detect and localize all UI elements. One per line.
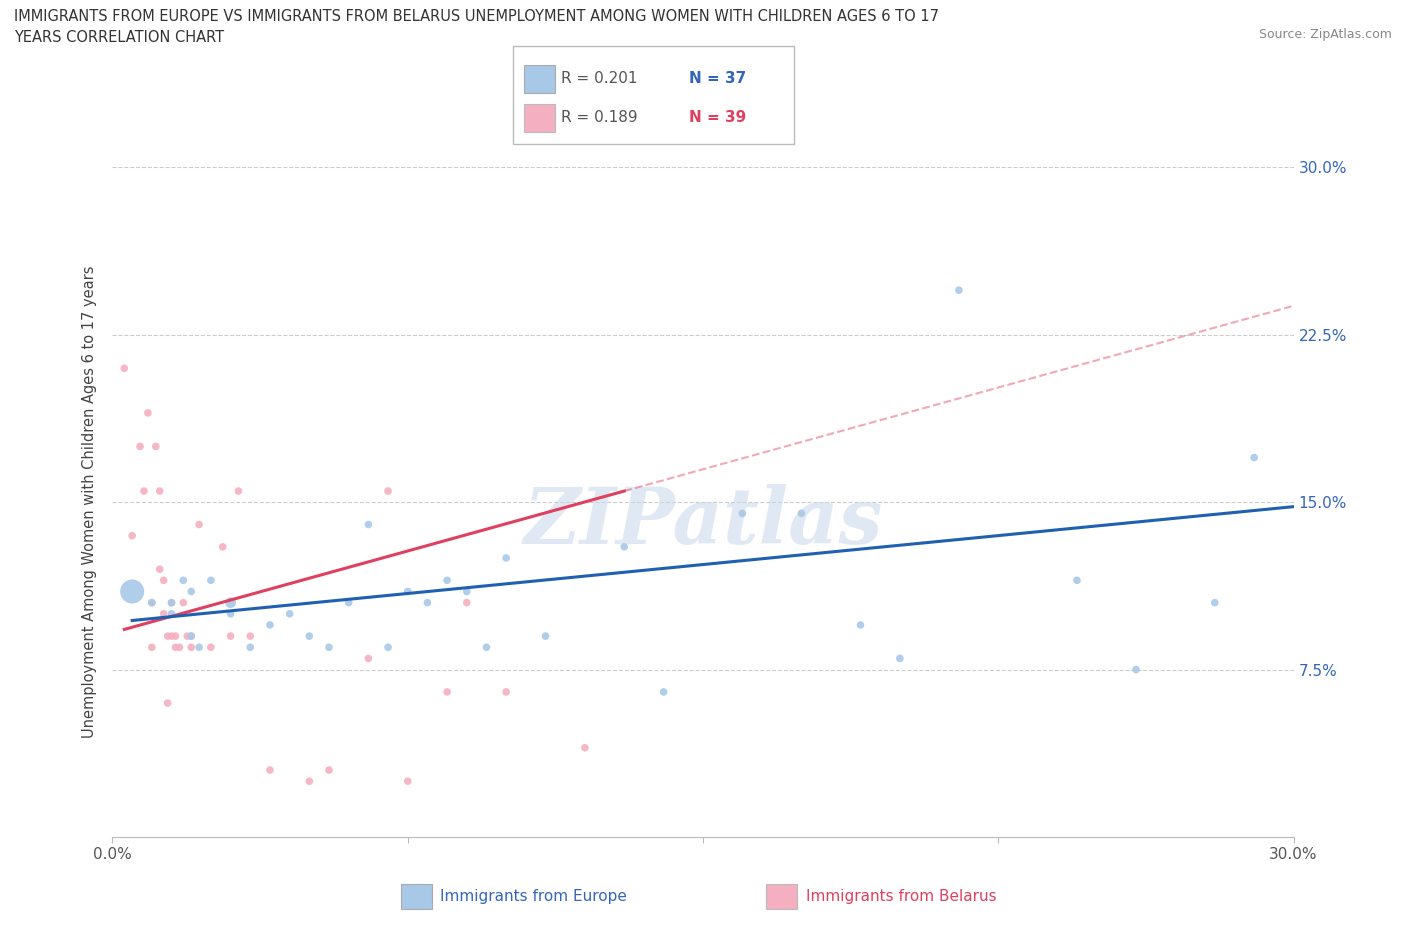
Text: R = 0.201: R = 0.201 — [561, 72, 652, 86]
Point — [136, 405, 159, 420]
Point — [160, 595, 183, 610]
Point — [141, 595, 163, 610]
Point — [1066, 573, 1088, 588]
Point — [475, 640, 498, 655]
Point — [298, 774, 321, 789]
Point — [1125, 662, 1147, 677]
Point — [141, 595, 163, 610]
Point — [156, 629, 179, 644]
Text: N = 39: N = 39 — [689, 111, 747, 126]
Point — [396, 584, 419, 599]
Point — [160, 629, 183, 644]
Point — [790, 506, 813, 521]
Point — [149, 484, 172, 498]
Point — [112, 361, 135, 376]
Point — [176, 629, 198, 644]
Point — [121, 584, 143, 599]
Point — [495, 684, 517, 699]
Point — [200, 640, 222, 655]
Text: ZIPatlas: ZIPatlas — [523, 484, 883, 561]
Point — [259, 618, 281, 632]
Y-axis label: Unemployment Among Women with Children Ages 6 to 17 years: Unemployment Among Women with Children A… — [82, 266, 97, 738]
Point — [180, 640, 202, 655]
Point — [172, 573, 194, 588]
Point — [211, 539, 233, 554]
Point — [172, 595, 194, 610]
Point — [160, 606, 183, 621]
Point — [357, 517, 380, 532]
Point — [416, 595, 439, 610]
Point — [152, 573, 174, 588]
Point — [396, 774, 419, 789]
Point — [436, 573, 458, 588]
Point — [239, 629, 262, 644]
Point — [165, 640, 187, 655]
Point — [141, 640, 163, 655]
Point — [948, 283, 970, 298]
Point — [149, 562, 172, 577]
Point — [1243, 450, 1265, 465]
Point — [1204, 595, 1226, 610]
Point — [188, 640, 211, 655]
Point — [219, 629, 242, 644]
Text: Immigrants from Belarus: Immigrants from Belarus — [806, 889, 997, 904]
Point — [180, 629, 202, 644]
Point — [318, 640, 340, 655]
Point — [180, 629, 202, 644]
Point — [357, 651, 380, 666]
Point — [259, 763, 281, 777]
Point — [219, 595, 242, 610]
Point — [731, 506, 754, 521]
Point — [152, 606, 174, 621]
Point — [129, 439, 152, 454]
Point — [188, 517, 211, 532]
Text: R = 0.189: R = 0.189 — [561, 111, 652, 126]
Text: Immigrants from Europe: Immigrants from Europe — [440, 889, 627, 904]
Point — [534, 629, 557, 644]
Point — [145, 439, 167, 454]
Point — [200, 573, 222, 588]
Point — [889, 651, 911, 666]
Point — [156, 696, 179, 711]
Point — [180, 584, 202, 599]
Point — [613, 539, 636, 554]
Point — [219, 606, 242, 621]
Text: IMMIGRANTS FROM EUROPE VS IMMIGRANTS FROM BELARUS UNEMPLOYMENT AMONG WOMEN WITH : IMMIGRANTS FROM EUROPE VS IMMIGRANTS FRO… — [14, 9, 939, 46]
Point — [849, 618, 872, 632]
Text: N = 37: N = 37 — [689, 72, 747, 86]
Point — [436, 684, 458, 699]
Point — [574, 740, 596, 755]
Point — [318, 763, 340, 777]
Point — [377, 484, 399, 498]
Point — [652, 684, 675, 699]
Point — [228, 484, 250, 498]
Point — [121, 528, 143, 543]
Point — [337, 595, 360, 610]
Point — [298, 629, 321, 644]
Point — [165, 629, 187, 644]
Point — [456, 595, 478, 610]
Text: Source: ZipAtlas.com: Source: ZipAtlas.com — [1258, 28, 1392, 41]
Point — [495, 551, 517, 565]
Point — [132, 484, 155, 498]
Point — [160, 595, 183, 610]
Point — [239, 640, 262, 655]
Point — [169, 640, 191, 655]
Point — [377, 640, 399, 655]
Point — [278, 606, 301, 621]
Point — [456, 584, 478, 599]
